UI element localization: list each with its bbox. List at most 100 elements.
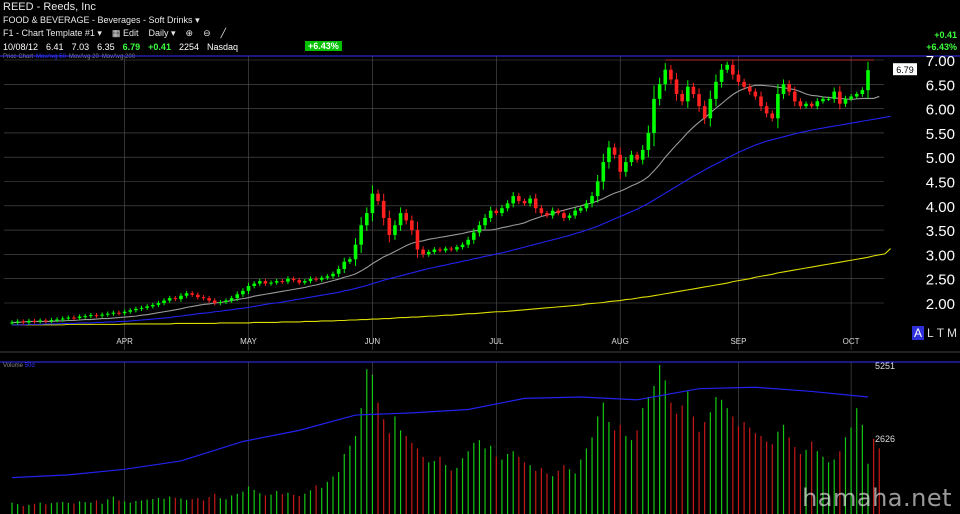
candle-body bbox=[702, 106, 707, 119]
candle-body bbox=[624, 162, 628, 172]
candle-body bbox=[601, 162, 606, 182]
price-y-tick-label: 4.50 bbox=[926, 175, 955, 192]
draw-line-icon[interactable]: ╱ bbox=[220, 28, 227, 38]
mode-button-m[interactable]: M bbox=[947, 326, 958, 340]
candle-body bbox=[854, 94, 859, 97]
candle-body bbox=[404, 213, 409, 221]
candle-body bbox=[381, 200, 386, 218]
candle-body bbox=[134, 308, 138, 311]
candle-body bbox=[167, 298, 172, 301]
ticker-title: REED - Reeds, Inc bbox=[3, 1, 96, 13]
candle-body bbox=[241, 290, 245, 295]
candle-body bbox=[680, 94, 684, 102]
candle-body bbox=[691, 86, 696, 95]
candle-body bbox=[770, 113, 775, 119]
candle-body bbox=[364, 213, 369, 226]
candle-body bbox=[584, 203, 589, 209]
candle-body bbox=[826, 98, 831, 100]
candle-body bbox=[528, 198, 532, 204]
candle-body bbox=[184, 293, 189, 296]
candle-body bbox=[511, 196, 516, 204]
candle-body bbox=[10, 322, 14, 324]
candle-body bbox=[635, 154, 639, 160]
price-y-tick-label: 5.00 bbox=[926, 150, 955, 167]
candle-body bbox=[674, 79, 679, 95]
quote-exchange: Nasdaq bbox=[206, 42, 239, 52]
candle-body bbox=[128, 310, 133, 312]
volume-ma-line bbox=[11, 386, 869, 479]
price-y-tick-label: 6.00 bbox=[926, 102, 955, 119]
candle-body bbox=[105, 313, 110, 315]
quote-close: 6.79 bbox=[122, 42, 141, 52]
candle-body bbox=[731, 64, 735, 75]
candle-body bbox=[297, 280, 302, 283]
month-label: APR bbox=[116, 337, 133, 346]
candle-body bbox=[838, 91, 842, 104]
watermark: hamaha.net bbox=[802, 484, 952, 512]
chart-mode-buttons: A L T M L bbox=[912, 326, 960, 340]
zoom-in-icon[interactable]: ⊕ bbox=[185, 28, 194, 38]
quote-bar: 10/08/12 6.41 7.03 6.35 6.79 +0.41 2254 … bbox=[3, 42, 238, 52]
candle-body bbox=[263, 281, 268, 284]
candle-body bbox=[809, 103, 814, 107]
percent-change-badge: +6.43% bbox=[305, 41, 342, 51]
candle-body bbox=[196, 294, 200, 298]
candle-body bbox=[719, 69, 724, 82]
candle-body bbox=[218, 302, 223, 304]
candle-body bbox=[77, 316, 82, 319]
candle-body bbox=[410, 220, 414, 231]
candle-body bbox=[607, 147, 611, 163]
price-y-tick-label: 3.50 bbox=[926, 223, 955, 240]
candle-body bbox=[455, 247, 459, 250]
candle-body bbox=[280, 281, 285, 283]
last-price-tag bbox=[893, 63, 917, 76]
mode-button-t[interactable]: T bbox=[936, 326, 945, 340]
period-select[interactable]: Daily ▾ bbox=[148, 28, 176, 38]
candle-body bbox=[787, 84, 791, 92]
candle-body bbox=[353, 244, 358, 260]
candle-body bbox=[139, 307, 144, 309]
chart-toolbar: F1 - Chart Template #1 ▾ ▦ Edit Daily ▾ … bbox=[3, 28, 226, 39]
candle-body bbox=[804, 103, 808, 107]
candle-body bbox=[257, 281, 262, 284]
candle-body bbox=[460, 244, 465, 248]
candle-body bbox=[162, 300, 166, 303]
price-y-tick-label: 3.00 bbox=[926, 247, 955, 264]
price-y-tick-label: 4.00 bbox=[926, 199, 955, 216]
sector-dropdown-icon[interactable]: ▾ bbox=[195, 15, 200, 25]
candle-body bbox=[477, 225, 482, 233]
zoom-out-icon[interactable]: ⊖ bbox=[203, 28, 211, 38]
mode-button-l[interactable]: L bbox=[927, 326, 934, 340]
candle-body bbox=[376, 193, 380, 201]
sector-label: FOOD & BEVERAGE - Beverages - Soft Drink… bbox=[3, 15, 200, 26]
edit-icon: ▦ bbox=[111, 28, 121, 38]
edit-button[interactable]: ▦ Edit bbox=[112, 28, 139, 39]
candle-body bbox=[646, 132, 651, 150]
mode-button-a[interactable]: A bbox=[912, 326, 925, 340]
volume-legend-ma: 50d bbox=[24, 363, 35, 369]
candle-body bbox=[201, 297, 206, 299]
candle-body bbox=[342, 261, 347, 269]
candle-body bbox=[359, 225, 363, 245]
candle-body bbox=[759, 96, 763, 107]
price-y-tick-label: 2.50 bbox=[926, 272, 955, 289]
right-change: +0.41 bbox=[934, 30, 957, 40]
candle-body bbox=[500, 208, 504, 214]
candle-body bbox=[494, 210, 499, 214]
candle-body bbox=[314, 278, 318, 280]
template-select[interactable]: F1 - Chart Template #1 ▾ bbox=[3, 28, 102, 38]
month-label: SEP bbox=[730, 337, 746, 346]
edit-label: Edit bbox=[122, 28, 139, 38]
volume-legend-label: Volume bbox=[3, 363, 24, 369]
quote-open: 6.41 bbox=[46, 42, 64, 52]
candle-body bbox=[685, 86, 690, 102]
candle-body bbox=[725, 64, 730, 70]
price-y-tick-label: 5.50 bbox=[926, 126, 955, 143]
sector-text: FOOD & BEVERAGE - Beverages - Soft Drink… bbox=[3, 15, 193, 25]
candle-body bbox=[291, 278, 296, 281]
candle-body bbox=[753, 91, 758, 97]
candle-body bbox=[111, 312, 116, 314]
price-chart-legend: Price Chart MovAvg 50 MovAvg 20 MovAvg 2… bbox=[3, 54, 135, 60]
candle-body bbox=[764, 106, 769, 114]
